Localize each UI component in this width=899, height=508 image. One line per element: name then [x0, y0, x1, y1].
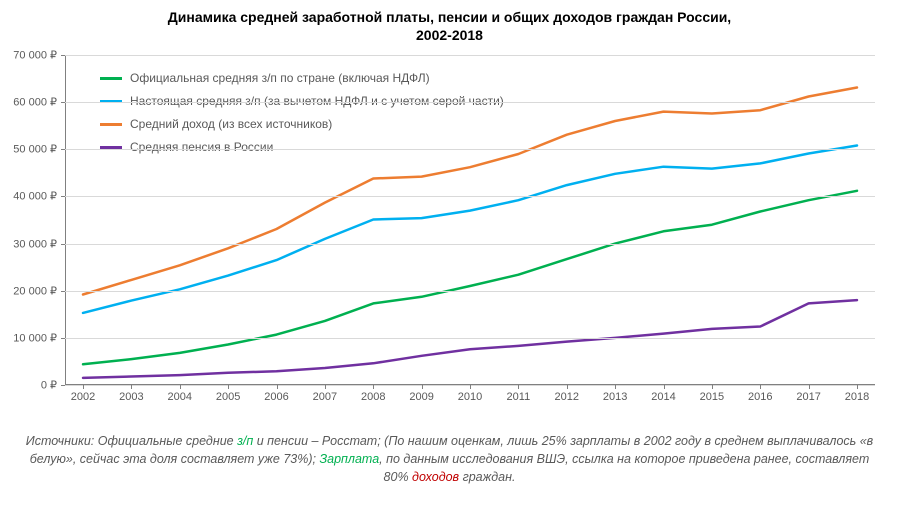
- legend-label: Средний доход (из всех источников): [130, 117, 332, 131]
- y-tick-label: 60 000 ₽: [0, 96, 57, 109]
- y-tick-mark: [61, 244, 65, 245]
- title-line-2: 2002-2018: [416, 27, 483, 43]
- y-tick-label: 50 000 ₽: [0, 143, 57, 156]
- x-tick-mark: [567, 385, 568, 389]
- legend-swatch: [100, 77, 122, 80]
- title-line-1: Динамика средней заработной платы, пенси…: [168, 9, 731, 25]
- x-tick-label: 2002: [71, 391, 95, 403]
- y-tick-mark: [61, 149, 65, 150]
- x-tick-label: 2013: [603, 391, 627, 403]
- chart-area: Официальная средняя з/п по стране (включ…: [65, 55, 875, 415]
- y-tick-label: 10 000 ₽: [0, 331, 57, 344]
- series-real_salary: [83, 146, 857, 313]
- grid-line: [65, 102, 875, 103]
- grid-line: [65, 196, 875, 197]
- legend-swatch: [100, 146, 122, 149]
- x-tick-label: 2007: [313, 391, 337, 403]
- x-tick-mark: [809, 385, 810, 389]
- x-tick-mark: [760, 385, 761, 389]
- y-tick-mark: [61, 291, 65, 292]
- x-tick-mark: [664, 385, 665, 389]
- x-tick-label: 2009: [409, 391, 433, 403]
- source-footnote: Источники: Официальные средние з/п и пен…: [24, 432, 875, 486]
- x-tick-label: 2005: [216, 391, 240, 403]
- grid-line: [65, 55, 875, 56]
- footnote-part: доходов: [412, 470, 459, 484]
- legend-label: Официальная средняя з/п по стране (включ…: [130, 71, 430, 85]
- y-tick-mark: [61, 385, 65, 386]
- y-tick-label: 30 000 ₽: [0, 237, 57, 250]
- x-tick-mark: [518, 385, 519, 389]
- x-tick-label: 2004: [168, 391, 192, 403]
- plot-area: Официальная средняя з/п по стране (включ…: [65, 55, 875, 385]
- grid-line: [65, 149, 875, 150]
- x-tick-mark: [180, 385, 181, 389]
- x-tick-label: 2018: [845, 391, 869, 403]
- y-tick-label: 20 000 ₽: [0, 284, 57, 297]
- x-tick-mark: [470, 385, 471, 389]
- y-tick-mark: [61, 196, 65, 197]
- x-tick-mark: [228, 385, 229, 389]
- legend-label: Настоящая средняя з/п (за вычетом НДФЛ и…: [130, 94, 504, 108]
- x-tick-label: 2006: [264, 391, 288, 403]
- grid-line: [65, 244, 875, 245]
- y-tick-label: 40 000 ₽: [0, 190, 57, 203]
- x-tick-mark: [131, 385, 132, 389]
- series-pension: [83, 300, 857, 378]
- legend-swatch: [100, 123, 122, 126]
- legend-item-real_salary: Настоящая средняя з/п (за вычетом НДФЛ и…: [100, 94, 504, 108]
- footnote-part: Источники: Официальные средние: [26, 434, 237, 448]
- x-tick-label: 2012: [555, 391, 579, 403]
- x-tick-mark: [277, 385, 278, 389]
- x-tick-label: 2016: [748, 391, 772, 403]
- footnote-part: граждан.: [459, 470, 515, 484]
- x-tick-mark: [857, 385, 858, 389]
- x-tick-label: 2017: [796, 391, 820, 403]
- x-tick-mark: [373, 385, 374, 389]
- footnote-part: з/п: [237, 434, 253, 448]
- x-tick-label: 2008: [361, 391, 385, 403]
- x-tick-label: 2015: [700, 391, 724, 403]
- y-tick-label: 0 ₽: [0, 379, 57, 392]
- grid-line: [65, 338, 875, 339]
- chart-title: Динамика средней заработной платы, пенси…: [0, 0, 899, 44]
- legend-item-official_salary: Официальная средняя з/п по стране (включ…: [100, 71, 504, 85]
- x-tick-label: 2010: [458, 391, 482, 403]
- x-tick-label: 2003: [119, 391, 143, 403]
- x-tick-mark: [325, 385, 326, 389]
- footnote-part: Зарплата: [319, 452, 379, 466]
- x-tick-label: 2014: [651, 391, 675, 403]
- x-tick-label: 2011: [507, 391, 531, 403]
- y-tick-mark: [61, 55, 65, 56]
- x-tick-mark: [615, 385, 616, 389]
- x-tick-mark: [83, 385, 84, 389]
- x-tick-mark: [712, 385, 713, 389]
- grid-line: [65, 291, 875, 292]
- y-tick-mark: [61, 102, 65, 103]
- chart-container: Динамика средней заработной платы, пенси…: [0, 0, 899, 508]
- x-tick-mark: [422, 385, 423, 389]
- legend-item-total_income: Средний доход (из всех источников): [100, 117, 504, 131]
- legend-item-pension: Средняя пенсия в России: [100, 140, 504, 154]
- legend-label: Средняя пенсия в России: [130, 140, 273, 154]
- y-tick-mark: [61, 338, 65, 339]
- y-tick-label: 70 000 ₽: [0, 49, 57, 62]
